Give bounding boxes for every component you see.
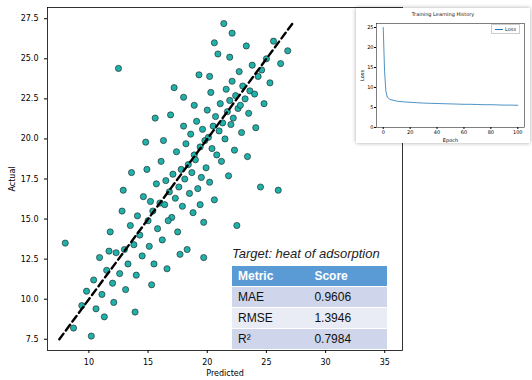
svg-text:25.0: 25.0 bbox=[21, 54, 39, 63]
svg-text:22.5: 22.5 bbox=[21, 94, 39, 103]
html-text:Score: Score bbox=[314, 269, 348, 283]
html-text:1.3946: 1.3946 bbox=[314, 311, 352, 325]
html-text:0.7984: 0.7984 bbox=[314, 332, 352, 346]
html-text:Training Learning History: Training Learning History bbox=[411, 11, 475, 17]
html-text:Target: heat of adsorption: Target: heat of adsorption bbox=[232, 246, 380, 261]
html-text:R²: R² bbox=[238, 332, 251, 346]
svg-text:27.5: 27.5 bbox=[21, 14, 39, 23]
svg-text:12.5: 12.5 bbox=[21, 255, 39, 264]
svg-text:100: 100 bbox=[513, 129, 523, 135]
svg-text:10: 10 bbox=[367, 84, 373, 90]
html-text:Metric: Metric bbox=[238, 269, 274, 283]
svg-text:Predicted: Predicted bbox=[206, 369, 244, 378]
html-text:RMSE: RMSE bbox=[238, 311, 273, 325]
svg-text:Actual: Actual bbox=[8, 166, 17, 191]
svg-text:10: 10 bbox=[84, 358, 94, 367]
svg-text:20: 20 bbox=[367, 44, 373, 50]
svg-text:60: 60 bbox=[461, 129, 467, 135]
svg-text:Epoch: Epoch bbox=[443, 137, 458, 144]
html-text:0.9606: 0.9606 bbox=[314, 290, 352, 304]
svg-text:17.5: 17.5 bbox=[21, 175, 39, 184]
svg-text:0: 0 bbox=[370, 124, 373, 130]
svg-text:15: 15 bbox=[143, 358, 153, 367]
svg-text:15.0: 15.0 bbox=[21, 215, 39, 224]
svg-text:35: 35 bbox=[380, 358, 390, 367]
html-text:Loss: Loss bbox=[505, 26, 516, 32]
svg-text:7.5: 7.5 bbox=[26, 335, 39, 344]
svg-text:80: 80 bbox=[488, 129, 494, 135]
svg-text:10.0: 10.0 bbox=[21, 295, 39, 304]
svg-text:20: 20 bbox=[202, 358, 212, 367]
svg-text:Loss: Loss bbox=[359, 70, 365, 81]
svg-text:25: 25 bbox=[261, 358, 271, 367]
svg-text:15: 15 bbox=[367, 64, 373, 70]
svg-text:25: 25 bbox=[367, 24, 373, 30]
svg-text:40: 40 bbox=[434, 129, 440, 135]
svg-text:0: 0 bbox=[382, 129, 385, 135]
svg-text:20: 20 bbox=[407, 129, 413, 135]
svg-text:5: 5 bbox=[370, 104, 373, 110]
svg-text:30: 30 bbox=[320, 358, 330, 367]
html-text:MAE: MAE bbox=[238, 290, 264, 304]
svg-text:20.0: 20.0 bbox=[21, 134, 39, 143]
